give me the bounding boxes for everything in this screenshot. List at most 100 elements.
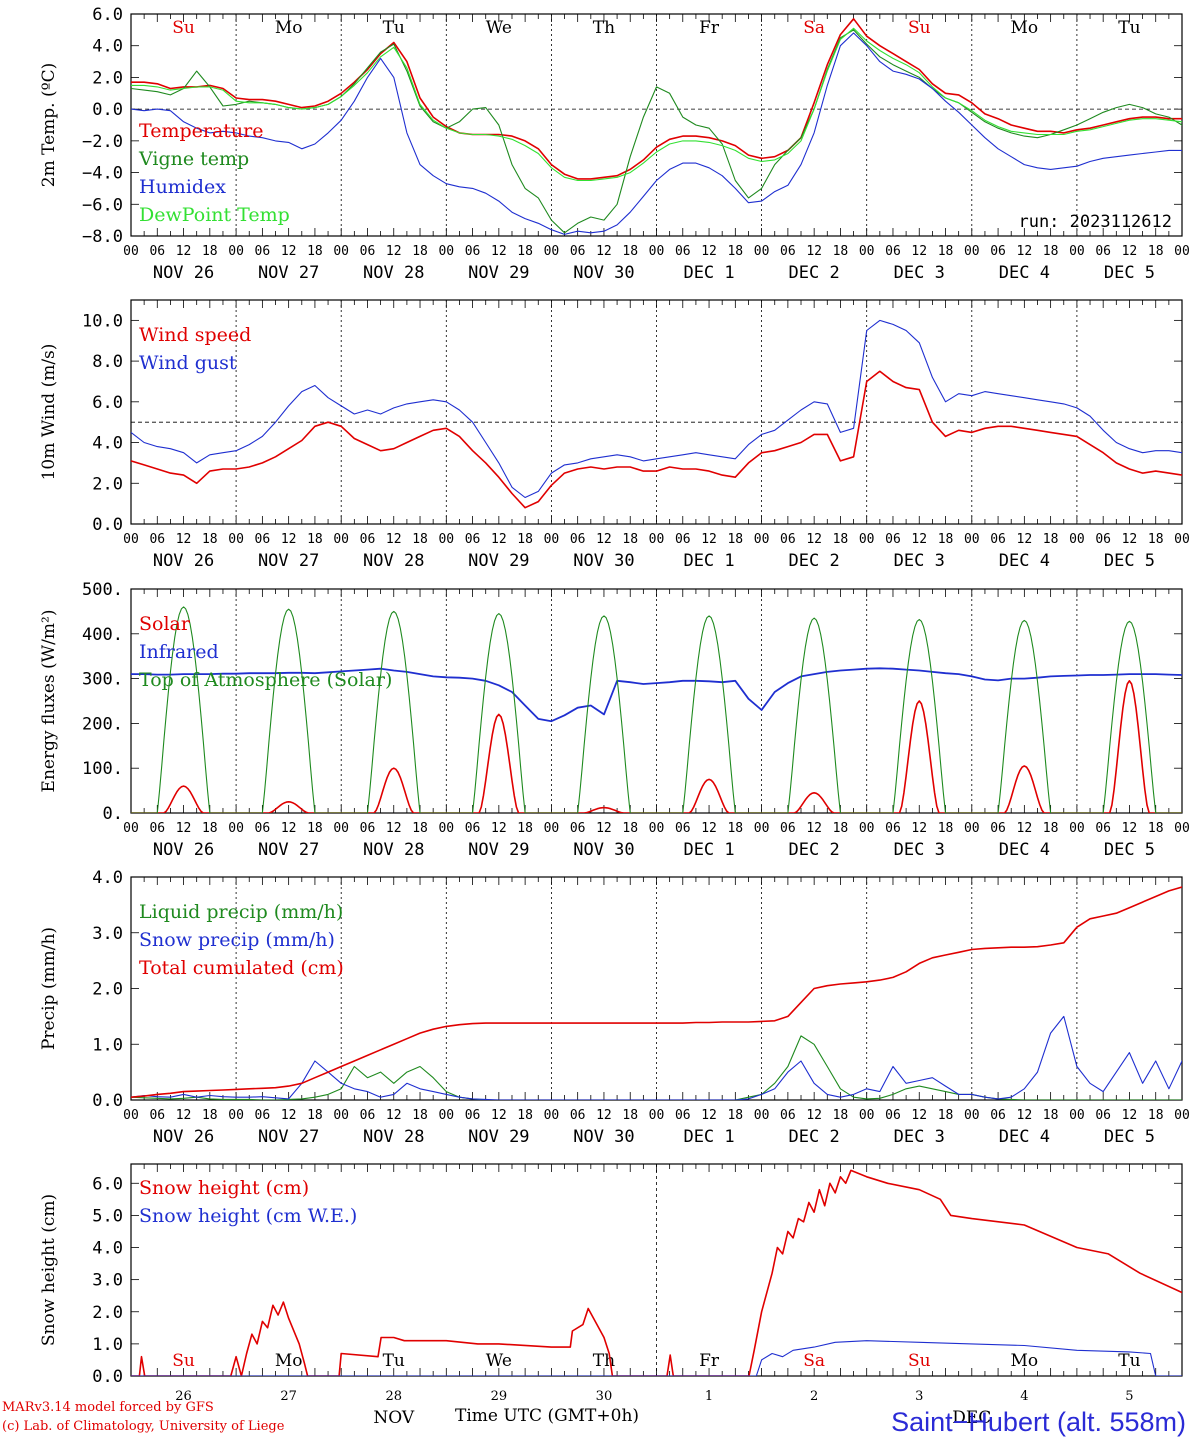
date-label: NOV 29 (468, 263, 529, 283)
hour-label: 00 (754, 1108, 770, 1123)
y-tick-label: 2.0 (92, 68, 123, 88)
date-label: NOV 30 (573, 1127, 634, 1147)
series-line-dewpoint-temp (131, 27, 1182, 182)
weekday-label: Su (172, 18, 195, 38)
time-axis-label: Time UTC (GMT+0h) (455, 1406, 640, 1426)
date-label: NOV 26 (153, 263, 214, 283)
hour-label: 12 (911, 532, 927, 547)
hour-label: 06 (990, 532, 1006, 547)
hour-label: 18 (307, 821, 323, 836)
hour-label: 18 (727, 821, 743, 836)
date-label: NOV 30 (573, 840, 634, 860)
hour-label: 00 (1174, 821, 1190, 836)
weekday-label: Mo (1011, 18, 1039, 38)
hour-label: 06 (1095, 532, 1111, 547)
hour-label: 18 (307, 244, 323, 259)
date-label: DEC 5 (1104, 263, 1155, 283)
y-axis-label: 10m Wind (m/s) (39, 344, 59, 481)
hour-label: 12 (1122, 244, 1138, 259)
hour-label: 12 (176, 1108, 192, 1123)
hour-label: 06 (885, 244, 901, 259)
hour-label: 00 (754, 532, 770, 547)
date-label: NOV 29 (468, 1127, 529, 1147)
hour-label: 12 (491, 532, 507, 547)
series-line-humidex (131, 32, 1182, 235)
hour-label: 06 (1095, 244, 1111, 259)
hour-label: 00 (649, 244, 665, 259)
date-label: NOV 28 (363, 840, 424, 860)
hour-label: 12 (701, 1108, 717, 1123)
panel-2: 10.0 8.0 6.0 4.0 2.0 0.0 10m Wind (m/s) 00 06 12 1… (39, 299, 1190, 571)
hour-label: 12 (386, 244, 402, 259)
hour-label: 12 (491, 1108, 507, 1123)
hour-label: 12 (176, 821, 192, 836)
legend-entry: Snow height (cm) (139, 1177, 309, 1199)
hour-label: 12 (281, 532, 297, 547)
y-tick-label: 1.0 (92, 1335, 123, 1355)
y-tick-label: 4.0 (92, 434, 123, 454)
credit-line-1: MARv3.14 model forced by GFS (2, 1400, 214, 1415)
series-line-snow-precip-mm-h- (131, 1015, 1182, 1100)
y-axis-label: 2m Temp. (ºC) (39, 63, 59, 188)
date-label: DEC 2 (789, 263, 840, 283)
y-axis-label: Precip (mm/h) (39, 927, 59, 1050)
y-tick-label: 10.0 (82, 311, 123, 331)
legend-entry: Top of Atmosphere (Solar) (139, 669, 392, 691)
series-line-infrared (131, 667, 1182, 723)
hour-label: 06 (570, 532, 586, 547)
legend-entry: Infrared (139, 641, 219, 663)
hour-label: 00 (123, 1108, 139, 1123)
hour-label: 12 (806, 821, 822, 836)
hour-label: 18 (727, 244, 743, 259)
hour-label: 18 (938, 532, 954, 547)
legend-entry: Temperature (139, 120, 263, 142)
date-label: DEC 3 (894, 263, 945, 283)
date-label: NOV 28 (363, 551, 424, 571)
series-line-total-cumulated-cm- (131, 886, 1182, 1098)
hour-label: 06 (149, 1108, 165, 1123)
hour-label: 00 (1069, 244, 1085, 259)
hour-label: 06 (675, 821, 691, 836)
y-tick-label: 6.0 (92, 5, 123, 25)
hour-label: 18 (833, 1108, 849, 1123)
hour-label: 12 (596, 1108, 612, 1123)
series-line-top-of-atmosphere-solar- (131, 606, 1182, 813)
hour-label: 12 (176, 532, 192, 547)
hour-label: 18 (1148, 244, 1164, 259)
hour-label: 00 (1174, 244, 1190, 259)
legend-entry: Total cumulated (cm) (139, 957, 344, 979)
hour-label: 12 (1017, 1108, 1033, 1123)
run-label: run: 2023112612 (1018, 212, 1172, 232)
hour-label: 06 (1095, 1108, 1111, 1123)
date-label: NOV 26 (153, 840, 214, 860)
hour-label: 18 (622, 244, 638, 259)
date-label: NOV 30 (573, 263, 634, 283)
y-tick-label: −6.0 (82, 195, 123, 215)
hour-label: 00 (859, 532, 875, 547)
legend-entry: DewPoint Temp (139, 204, 290, 226)
weekday-label: Su (908, 1351, 931, 1371)
hour-label: 06 (780, 532, 796, 547)
hour-label: 00 (1069, 821, 1085, 836)
date-label: NOV 26 (153, 551, 214, 571)
hour-label: 06 (990, 1108, 1006, 1123)
hour-label: 18 (412, 244, 428, 259)
series-line-wind-speed (131, 370, 1182, 509)
hour-label: 00 (333, 821, 349, 836)
y-tick-label: −2.0 (82, 132, 123, 152)
hour-label: 18 (1148, 532, 1164, 547)
date-label: DEC 2 (789, 551, 840, 571)
day-number-label: 4 (1020, 1389, 1028, 1404)
hour-label: 12 (806, 244, 822, 259)
hour-label: 18 (622, 821, 638, 836)
date-label: DEC 5 (1104, 840, 1155, 860)
y-tick-label: 2.0 (92, 474, 123, 494)
date-label: DEC 2 (789, 1127, 840, 1147)
panel-3: 500. 400. 300. 200. 100. 0. Energy fluxes (W/m… (39, 580, 1190, 860)
hour-label: 12 (911, 244, 927, 259)
hour-label: 06 (990, 244, 1006, 259)
hour-label: 06 (255, 821, 271, 836)
y-tick-label: 4.0 (92, 868, 123, 888)
hour-label: 12 (596, 821, 612, 836)
hour-label: 00 (1174, 532, 1190, 547)
